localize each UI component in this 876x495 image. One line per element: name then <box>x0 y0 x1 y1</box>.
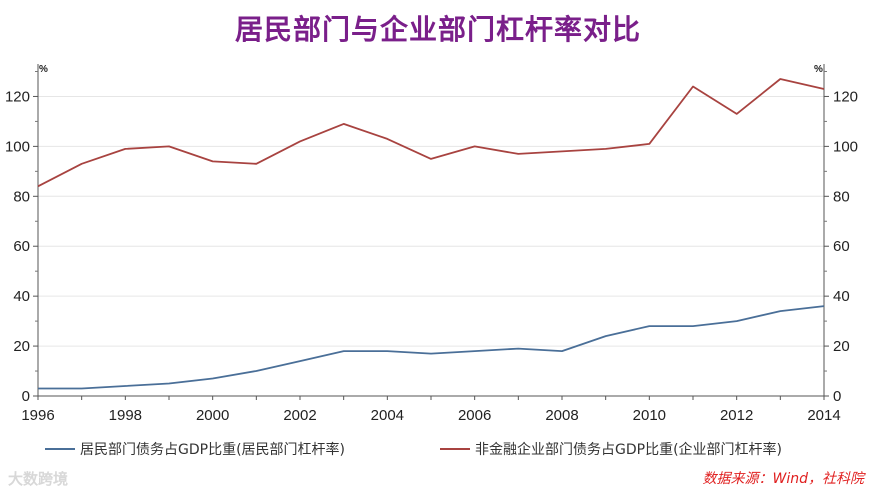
y-right-tick-label-0: 0 <box>833 388 841 405</box>
x-tick-label-2000: 2000 <box>196 407 229 424</box>
y-left-tick-label-20: 20 <box>13 338 30 355</box>
y-right-tick-label-20: 20 <box>833 338 850 355</box>
x-tick-label-2006: 2006 <box>458 407 491 424</box>
x-tick-label-2010: 2010 <box>633 407 666 424</box>
x-tick-label-2008: 2008 <box>545 407 578 424</box>
y-right-tick-label-60: 60 <box>833 238 850 255</box>
series-line-corporate <box>37 78 825 188</box>
y-left-tick-label-120: 120 <box>5 88 30 105</box>
y-left-tick-label-40: 40 <box>13 288 30 305</box>
y-right-tick-label-120: 120 <box>833 88 858 105</box>
x-tick-label-2002: 2002 <box>283 407 316 424</box>
y-right-tick-label-40: 40 <box>833 288 850 305</box>
watermark-logo: 大数跨境 <box>8 470 69 488</box>
chart-title: 居民部门与企业部门杠杆率对比 <box>234 13 641 46</box>
x-tick-label-1998: 1998 <box>109 407 142 424</box>
series-lines <box>37 78 825 390</box>
data-source: 数据来源：Wind，社科院 <box>702 471 865 487</box>
legend: 居民部门债务占GDP比重(居民部门杠杆率) 非金融企业部门债务占GDP比重(企业… <box>45 441 782 458</box>
series-line-household <box>38 305 825 390</box>
y-right-tick-label-80: 80 <box>833 188 850 205</box>
x-tick-label-2012: 2012 <box>720 407 753 424</box>
x-tick-label-2004: 2004 <box>371 407 404 424</box>
legend-label-household: 居民部门债务占GDP比重(居民部门杠杆率) <box>80 441 345 458</box>
y-unit-left: % <box>39 64 48 75</box>
x-tick-label-1996: 1996 <box>21 407 54 424</box>
y-axis-right-ticks: 0 20 40 60 80 100 120 <box>824 70 858 405</box>
legend-label-corporate: 非金融企业部门债务占GDP比重(企业部门杠杆率) <box>475 441 782 458</box>
x-tick-label-2014: 2014 <box>807 407 840 424</box>
y-unit-right: % <box>814 64 823 75</box>
y-left-tick-label-0: 0 <box>22 388 30 405</box>
y-axis-left-ticks: 0 20 40 60 80 100 120 <box>5 70 38 405</box>
y-right-tick-label-100: 100 <box>833 138 858 155</box>
y-left-tick-label-100: 100 <box>5 138 30 155</box>
y-left-tick-label-80: 80 <box>13 188 30 205</box>
y-left-tick-label-60: 60 <box>13 238 30 255</box>
x-axis-ticks: 1996 1998 2000 2002 2004 2006 2008 2010 2012 2014 <box>21 396 841 424</box>
gridlines <box>38 95 824 347</box>
